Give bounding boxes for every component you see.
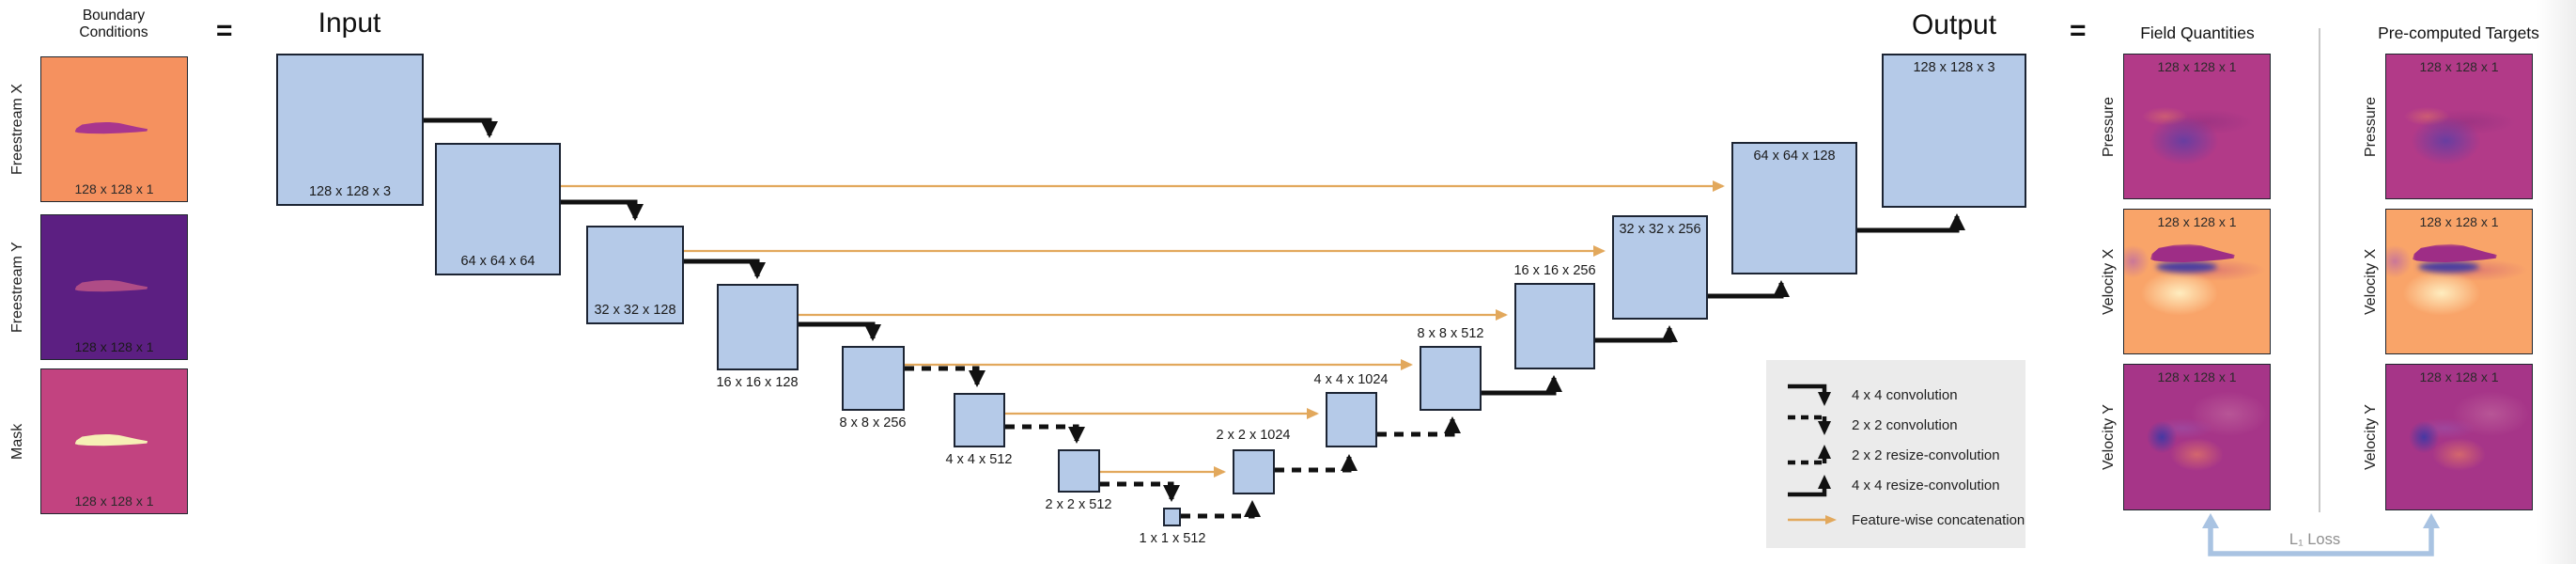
legend: 4 x 4 convolution 2 x 2 convolution 2 x … xyxy=(1766,360,2025,548)
legend-label: 4 x 4 resize-convolution xyxy=(1852,477,2000,494)
boundary-title-line2: Conditions xyxy=(79,24,148,40)
field-quantities-title: Field Quantities xyxy=(2140,24,2255,42)
layer-dims-dec-16: 16 x 16 x 256 xyxy=(1513,263,1596,278)
unet-box-dec-8 xyxy=(1420,342,1483,411)
layer-dims-dec-4: 4 x 4 x 1024 xyxy=(1313,372,1389,387)
row-label-pressure-field: Pressure xyxy=(2101,96,2117,157)
layer-dims-enc-1: 1 x 1 x 512 xyxy=(1139,531,1206,546)
legend-item-concat: Feature-wise concatenation xyxy=(1785,506,2025,534)
legend-item-conv4: 4 x 4 convolution xyxy=(1785,381,1958,409)
image-dims: 128 x 128 x 1 xyxy=(2157,214,2237,229)
row-label-mask: Mask xyxy=(9,423,25,460)
unet-box-dec-16 xyxy=(1514,279,1597,369)
concat-arrow-icon xyxy=(1788,515,1837,525)
pressure-field-image: 128 x 128 x 1 xyxy=(2123,54,2271,199)
layer-dims-enc-2: 2 x 2 x 512 xyxy=(1045,497,1112,512)
layer-dims: 32 x 32 x 128 xyxy=(594,303,676,318)
image-dims: 128 x 128 x 1 xyxy=(2157,369,2237,384)
precomputed-targets-title: Pre-computed Targets xyxy=(2378,24,2539,42)
unet-box-input: 128 x 128 x 3 xyxy=(276,54,424,206)
unet-box-enc-1 xyxy=(1163,508,1181,526)
unet-box-enc-16 xyxy=(717,284,799,370)
conv-2x2-arrows xyxy=(905,366,1180,502)
layer-dims: 64 x 64 x 64 xyxy=(460,254,535,269)
unet-box-output: 128 x 128 x 3 xyxy=(1882,54,2026,208)
legend-item-resize2: 2 x 2 resize-convolution xyxy=(1785,441,2000,469)
unet-box-dec-2 xyxy=(1233,446,1277,494)
legend-label: 2 x 2 convolution xyxy=(1852,416,1958,433)
image-dims: 128 x 128 x 1 xyxy=(74,339,154,354)
output-title: Output xyxy=(1911,9,1997,40)
layer-dims-enc-8: 8 x 8 x 256 xyxy=(839,415,907,431)
row-label-freestream-x: Freestream X xyxy=(9,84,25,175)
row-label-velocity-y-target: Velocity Y xyxy=(2363,404,2379,470)
legend-label: 4 x 4 convolution xyxy=(1852,386,1958,403)
layer-dims: 64 x 64 x 128 xyxy=(1753,149,1836,164)
airfoil-shape xyxy=(74,279,148,292)
row-label-velocity-x-field: Velocity X xyxy=(2101,248,2117,315)
row-label-freestream-y: Freestream Y xyxy=(9,242,25,333)
airfoil-shape xyxy=(74,433,148,446)
layer-dims-dec-8: 8 x 8 x 512 xyxy=(1417,326,1484,341)
unet-box-enc-8 xyxy=(842,346,905,411)
unet-box-enc-4 xyxy=(954,393,1005,447)
velocity-y-target-image: 128 x 128 x 1 xyxy=(2385,364,2533,510)
layer-dims: 32 x 32 x 256 xyxy=(1619,222,1701,237)
row-label-velocity-y-field: Velocity Y xyxy=(2101,404,2117,470)
row-label-velocity-x-target: Velocity X xyxy=(2363,248,2379,315)
velocity-x-field-image: 128 x 128 x 1 xyxy=(2123,209,2271,354)
freestream-x-image: 128 x 128 x 1 xyxy=(40,56,188,202)
unet-box-enc-2 xyxy=(1058,449,1100,493)
layer-dims-enc-16: 16 x 16 x 128 xyxy=(716,375,799,390)
conv-2x2-icon xyxy=(1788,415,1831,435)
legend-label: 2 x 2 resize-convolution xyxy=(1852,446,2000,463)
image-dims: 128 x 128 x 1 xyxy=(74,181,154,196)
airfoil-shape xyxy=(74,121,148,134)
image-dims: 128 x 128 x 1 xyxy=(2419,214,2499,229)
boundary-title-line1: Boundary xyxy=(82,8,146,24)
column-divider xyxy=(2319,28,2320,512)
pressure-target-image: 128 x 128 x 1 xyxy=(2385,54,2533,199)
boundary-conditions-title: Boundary Conditions xyxy=(20,8,208,41)
layer-dims: 128 x 128 x 3 xyxy=(308,184,392,199)
velocity-y-field-image: 128 x 128 x 1 xyxy=(2123,364,2271,510)
equals-sign-left: = xyxy=(216,15,233,46)
legend-label: Feature-wise concatenation xyxy=(1852,511,2025,528)
conv-4x4-icon xyxy=(1788,384,1831,406)
resize-conv-2x2-icon xyxy=(1788,445,1831,465)
mask-image: 128 x 128 x 1 xyxy=(40,368,188,514)
airfoil-shadow xyxy=(2418,261,2480,274)
velocity-x-target-image: 128 x 128 x 1 xyxy=(2385,209,2533,354)
image-dims: 128 x 128 x 1 xyxy=(2419,59,2499,74)
right-edge-shading xyxy=(2537,0,2576,564)
unet-box-dec-32: 32 x 32 x 256 xyxy=(1612,212,1710,320)
unet-box-dec-64: 64 x 64 x 128 xyxy=(1731,138,1859,274)
unet-box-enc-64: 64 x 64 x 64 xyxy=(435,143,561,275)
image-dims: 128 x 128 x 1 xyxy=(74,494,154,509)
image-dims: 128 x 128 x 1 xyxy=(2419,369,2499,384)
layer-dims: 128 x 128 x 3 xyxy=(1913,60,1995,75)
unet-box-enc-32: 32 x 32 x 128 xyxy=(586,226,684,324)
layer-dims-dec-2: 2 x 2 x 1024 xyxy=(1216,428,1291,443)
legend-item-conv2: 2 x 2 convolution xyxy=(1785,411,1958,439)
legend-item-resize4: 4 x 4 resize-convolution xyxy=(1785,471,2000,499)
input-title: Input xyxy=(318,8,381,39)
image-dims: 128 x 128 x 1 xyxy=(2157,59,2237,74)
l1-loss-label: L₁ Loss xyxy=(2289,531,2341,548)
layer-dims-enc-4: 4 x 4 x 512 xyxy=(945,452,1013,467)
freestream-y-image: 128 x 128 x 1 xyxy=(40,214,188,360)
equals-sign-right: = xyxy=(2070,15,2087,46)
unet-box-dec-4 xyxy=(1326,388,1379,447)
row-label-pressure-target: Pressure xyxy=(2363,96,2379,157)
airfoil-shadow xyxy=(2156,261,2218,274)
resize-conv-4x4-icon xyxy=(1788,475,1831,497)
